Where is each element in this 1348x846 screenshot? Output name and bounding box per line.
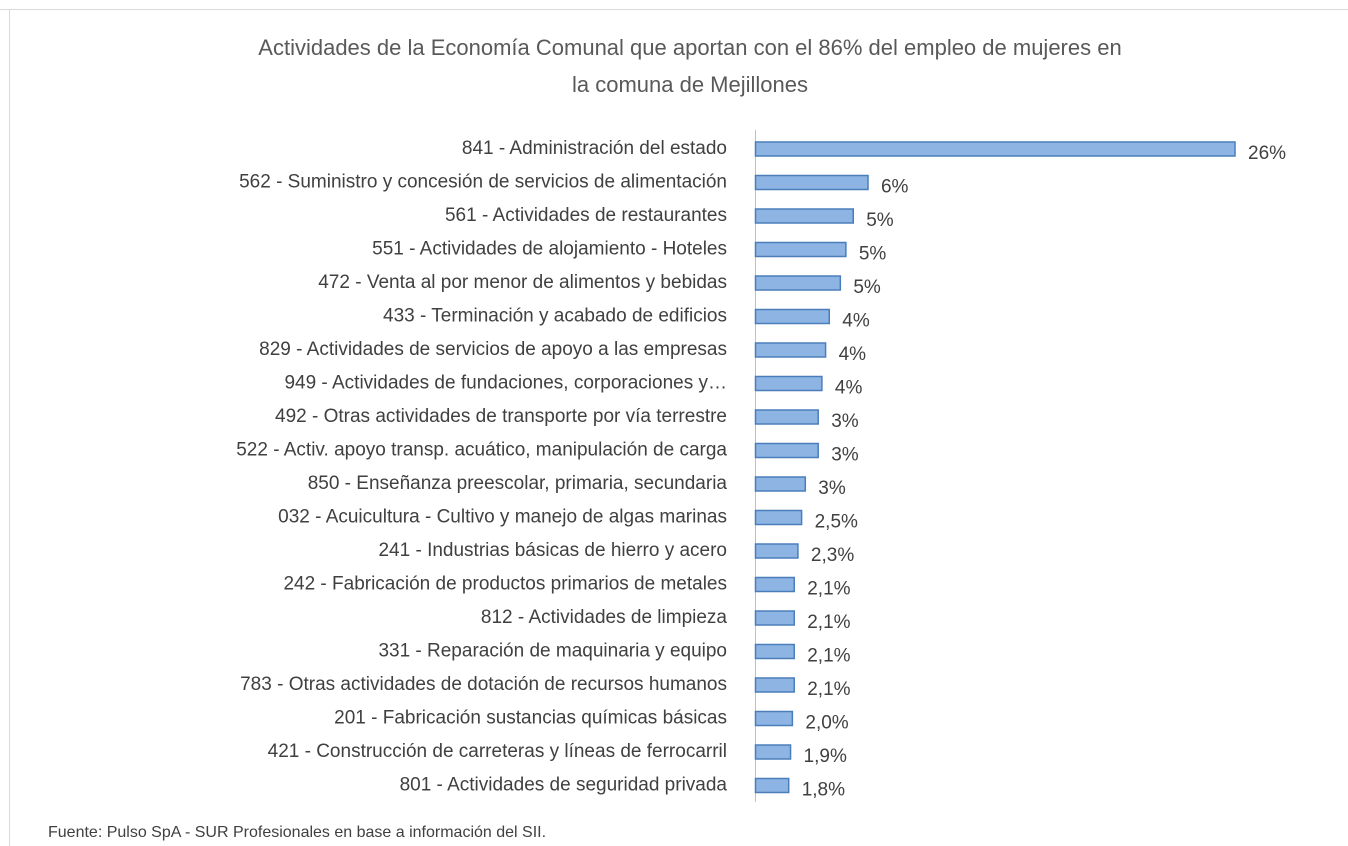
- bar: [754, 409, 819, 425]
- category-label: 492 - Otras actividades de transporte po…: [275, 406, 727, 427]
- value-label: 4%: [835, 378, 863, 399]
- bar: [754, 442, 819, 459]
- value-label: 3%: [818, 478, 846, 499]
- bar: [754, 174, 869, 191]
- category-label: 522 - Activ. apoyo transp. acuático, man…: [236, 440, 727, 461]
- value-label: 1,9%: [804, 746, 847, 767]
- category-label: 812 - Actividades de limpieza: [481, 607, 728, 628]
- bar: [754, 543, 799, 559]
- bar: [754, 576, 795, 593]
- bar: [754, 342, 827, 358]
- value-label: 5%: [853, 277, 881, 298]
- value-label: 26%: [1248, 143, 1286, 164]
- value-label: 2,1%: [807, 679, 850, 700]
- category-label: 561 - Actividades de restaurantes: [445, 205, 727, 226]
- category-label: 850 - Enseñanza preescolar, primaria, se…: [308, 473, 728, 494]
- value-label: 2,3%: [811, 545, 854, 566]
- value-label: 2,0%: [805, 713, 848, 734]
- value-label: 5%: [859, 244, 887, 265]
- value-label: 4%: [842, 311, 870, 332]
- category-label: 783 - Otras actividades de dotación de r…: [240, 674, 727, 695]
- bar: [754, 710, 794, 727]
- category-label: 241 - Industrias básicas de hierro y ace…: [378, 540, 727, 561]
- category-label: 421 - Construcción de carreteras y línea…: [268, 741, 727, 762]
- value-label: 3%: [831, 411, 859, 432]
- value-label: 4%: [839, 344, 867, 365]
- bar: [754, 241, 847, 258]
- bar: [754, 208, 854, 224]
- bar: [754, 375, 823, 392]
- bar: [754, 643, 795, 660]
- bar: [754, 275, 842, 291]
- bar: [754, 141, 1236, 157]
- value-label: 2,1%: [807, 612, 850, 633]
- category-label: 829 - Actividades de servicios de apoyo …: [259, 339, 727, 360]
- category-label: 433 - Terminación y acabado de edificios: [383, 306, 727, 327]
- bar: [754, 777, 790, 794]
- category-label: 801 - Actividades de seguridad privada: [400, 775, 728, 796]
- value-label: 2,5%: [815, 512, 858, 533]
- category-label: 242 - Fabricación de productos primarios…: [283, 574, 727, 595]
- bar: [754, 744, 792, 760]
- value-label: 1,8%: [802, 780, 845, 801]
- bar: [754, 476, 807, 492]
- chart-title: Actividades de la Economía Comunal que a…: [258, 35, 1121, 60]
- category-label: 551 - Actividades de alojamiento - Hotel…: [372, 239, 727, 260]
- category-label: 949 - Actividades de fundaciones, corpor…: [284, 373, 727, 394]
- bar: [754, 677, 795, 693]
- value-label: 3%: [831, 445, 859, 466]
- bar: [754, 308, 831, 325]
- value-label: 5%: [866, 210, 894, 231]
- bar: [754, 509, 803, 526]
- category-label: 201 - Fabricación sustancias químicas bá…: [334, 708, 727, 729]
- category-label: 841 - Administración del estado: [462, 138, 727, 159]
- value-label: 6%: [881, 177, 909, 198]
- bar: [754, 610, 795, 626]
- value-label: 2,1%: [807, 579, 850, 600]
- category-label: 331 - Reparación de maquinaria y equipo: [378, 641, 727, 662]
- value-label: 2,1%: [807, 646, 850, 667]
- category-label: 562 - Suministro y concesión de servicio…: [239, 172, 727, 193]
- category-label: 472 - Venta al por menor de alimentos y …: [318, 272, 727, 293]
- chart-title: la comuna de Mejillones: [572, 72, 808, 97]
- category-label: 032 - Acuicultura - Cultivo y manejo de …: [278, 507, 727, 528]
- source-note: Fuente: Pulso SpA - SUR Profesionales en…: [48, 824, 546, 841]
